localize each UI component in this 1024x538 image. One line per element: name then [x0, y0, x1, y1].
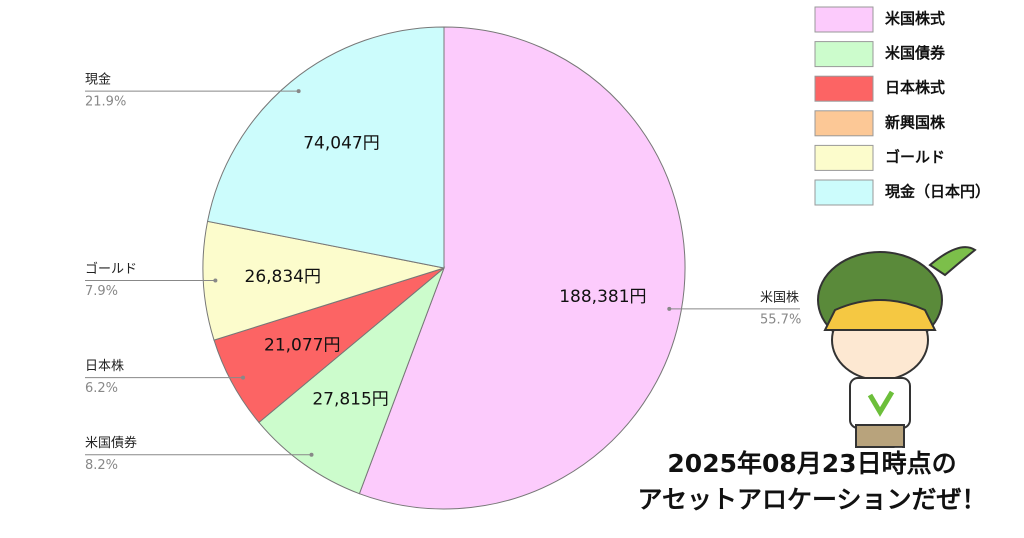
callout-name: 日本株	[85, 359, 124, 374]
callout-name: ゴールド	[85, 261, 137, 277]
callout-percent: 6.2%	[85, 381, 118, 396]
callout-dot	[296, 89, 301, 94]
value-label: 21,077円	[264, 335, 340, 355]
slice	[202, 220, 445, 341]
legend-swatch	[814, 41, 874, 68]
legend-swatch	[814, 179, 874, 206]
legend-label: 新興国株	[885, 113, 946, 131]
legend-swatch	[814, 110, 874, 137]
callout-dot	[213, 278, 218, 283]
legend-label: 日本株式	[885, 79, 945, 97]
value-label: 27,815円	[312, 390, 388, 410]
callout-name: 米国債券	[85, 435, 137, 451]
legend-label: 米国株式	[885, 10, 945, 28]
legend-label: 米国債券	[885, 44, 946, 62]
legend-swatch	[814, 144, 874, 171]
annotation-line: 2025年08月23日時点の	[667, 449, 956, 478]
slice	[206, 26, 445, 269]
callout-dot	[667, 306, 672, 311]
value-label: 26,834円	[245, 267, 321, 287]
callout-dot	[309, 452, 314, 457]
character	[817, 246, 977, 448]
legend-label: ゴールド	[885, 148, 945, 166]
callout-percent: 55.7%	[760, 312, 801, 327]
value-label: 74,047円	[303, 133, 379, 153]
annotation-line: アセットアロケーションだぜ！	[637, 485, 986, 514]
slice	[258, 266, 446, 495]
legend-swatch	[814, 6, 874, 33]
callout-percent: 7.9%	[85, 284, 118, 299]
callout-dot	[241, 375, 246, 380]
legend-label: 現金（日本円）	[885, 183, 990, 201]
legend-swatch	[814, 75, 874, 102]
slice	[358, 26, 686, 510]
callout-percent: 21.9%	[85, 95, 126, 110]
callout-percent: 8.2%	[85, 458, 118, 473]
value-label: 188,381円	[559, 287, 646, 307]
callout-name: 米国株	[760, 290, 799, 305]
callout-name: 現金	[85, 72, 111, 88]
